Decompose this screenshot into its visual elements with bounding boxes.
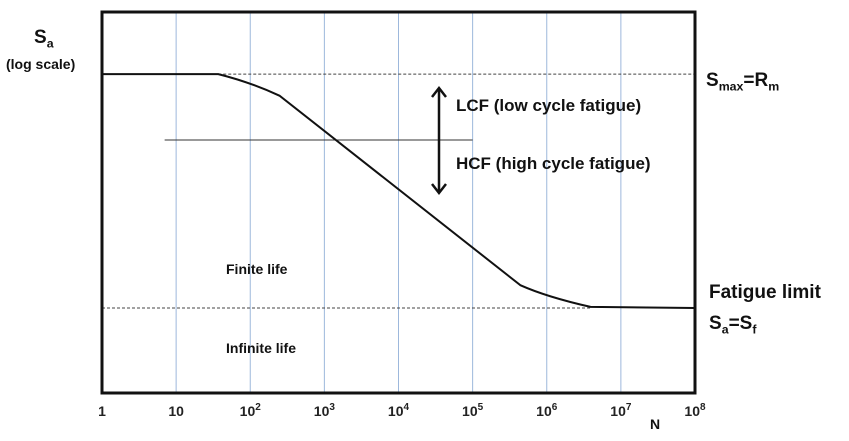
x-tick-label: 10 [168,403,184,419]
y-axis-label: Sa [34,27,54,51]
x-tick-label: 102 [240,402,262,419]
x-axis-label: N [650,416,661,432]
finite-life-label: Finite life [226,261,288,277]
arrow-down-icon [431,183,447,196]
sa-sf-label: Sa=Sf [709,313,757,337]
hcf-label: HCF (high cycle fatigue) [456,154,651,173]
x-tick-label: 1 [98,403,106,419]
infinite-life-label: Infinite life [226,340,296,356]
x-tick-label: 107 [610,402,632,419]
plot-frame [100,10,697,395]
fatigue-limit-label: Fatigue limit [709,282,821,303]
sn-curve-line [102,73,696,310]
lcf-label: LCF (low cycle fatigue) [456,96,642,115]
y-axis-note: (log scale) [6,56,76,72]
x-tick-label: 105 [462,402,484,419]
x-tick-label: 106 [536,402,558,419]
x-tick-label: 108 [684,402,706,419]
x-tick-label: 103 [314,402,336,419]
smax-label: Smax=Rm [706,70,780,94]
x-tick-label: 104 [388,402,410,419]
arrow-up-icon [431,85,447,98]
